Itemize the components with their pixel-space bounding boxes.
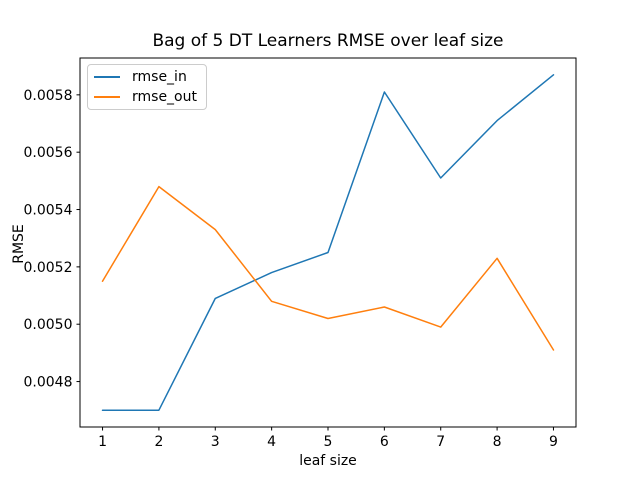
- x-axis-label: leaf size: [299, 453, 357, 469]
- legend-label-rmse-out: rmse_out: [132, 89, 197, 105]
- y-tick-label: 0.0056: [24, 145, 73, 161]
- x-tick-label: 3: [211, 434, 220, 450]
- x-tick-label: 5: [324, 434, 333, 450]
- y-tick-label: 0.0058: [24, 88, 73, 104]
- plot-area-border: [79, 57, 577, 428]
- y-tick-label: 0.0048: [24, 375, 73, 391]
- legend-item-rmse-in: rmse_in: [94, 70, 197, 84]
- x-tick-label: 8: [493, 434, 502, 450]
- y-tick-label: 0.0054: [24, 203, 73, 219]
- data-series: [101, 74, 555, 411]
- series-line-rmse_out: [101, 185, 555, 351]
- y-axis: 0.0048 0.0050 0.0052 0.0054 0.0056 0.0058: [24, 88, 80, 391]
- y-axis-label: RMSE: [11, 224, 27, 264]
- x-tick-label: 6: [380, 434, 389, 450]
- legend: rmse_in rmse_out: [87, 64, 207, 110]
- x-tick-label: 7: [436, 434, 445, 450]
- x-tick-label: 9: [549, 434, 558, 450]
- y-tick-label: 0.0050: [24, 317, 73, 333]
- series-line-rmse_in: [101, 74, 555, 411]
- x-tick-label: 1: [98, 434, 107, 450]
- legend-label-rmse-in: rmse_in: [132, 69, 187, 85]
- y-tick-label: 0.0052: [24, 260, 73, 276]
- legend-line-swatch-rmse-in: [94, 76, 120, 78]
- x-tick-label: 4: [267, 434, 276, 450]
- x-tick-label: 2: [154, 434, 163, 450]
- chart-title: Bag of 5 DT Learners RMSE over leaf size: [152, 31, 503, 51]
- legend-item-rmse-out: rmse_out: [94, 90, 197, 104]
- legend-line-swatch-rmse-out: [94, 96, 120, 98]
- x-axis: 1 2 3 4 5 6 7 8 9: [98, 427, 558, 450]
